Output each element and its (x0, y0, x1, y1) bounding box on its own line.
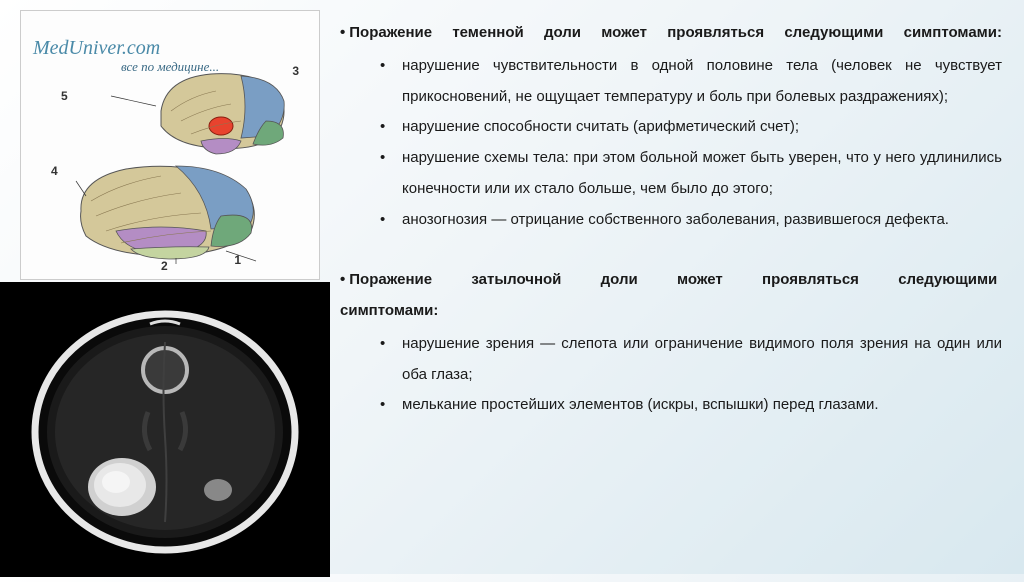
section1-item: анозогнозия — отрицание собственного заб… (402, 205, 1002, 236)
section1-list: нарушение чувствительности в одной полов… (340, 51, 1002, 236)
brain-label-2: 2 (161, 259, 168, 273)
section2-item: нарушение зрения — слепота или ограничен… (402, 329, 1002, 391)
ct-scan-image (0, 282, 330, 577)
brain-label-5: 5 (61, 89, 68, 103)
section1-item: нарушение чувствительности в одной полов… (402, 51, 1002, 113)
brain-diagram-image: MedUniver.com все по медицине... (20, 10, 320, 280)
brain-label-3: 3 (292, 64, 299, 78)
text-content: Поражение теменной доли может проявлятьс… (330, 0, 1024, 574)
section2-title: Поражение затылочной доли может проявлят… (340, 265, 1002, 327)
watermark-main: MedUniver.com (33, 37, 160, 60)
section2-list: нарушение зрения — слепота или ограничен… (340, 329, 1002, 421)
section1-item: нарушение способности считать (арифметич… (402, 112, 1002, 143)
brain-label-4: 4 (51, 164, 58, 178)
section1-title: Поражение теменной доли может проявлятьс… (340, 18, 1002, 49)
brain-label-1: 1 (234, 253, 241, 267)
brain-svg (51, 66, 301, 266)
section1-item: нарушение схемы тела: при этом больной м… (402, 143, 1002, 205)
left-column: MedUniver.com все по медицине... (0, 0, 330, 574)
section2-item: мелькание простейших элементов (искры, в… (402, 390, 1002, 421)
